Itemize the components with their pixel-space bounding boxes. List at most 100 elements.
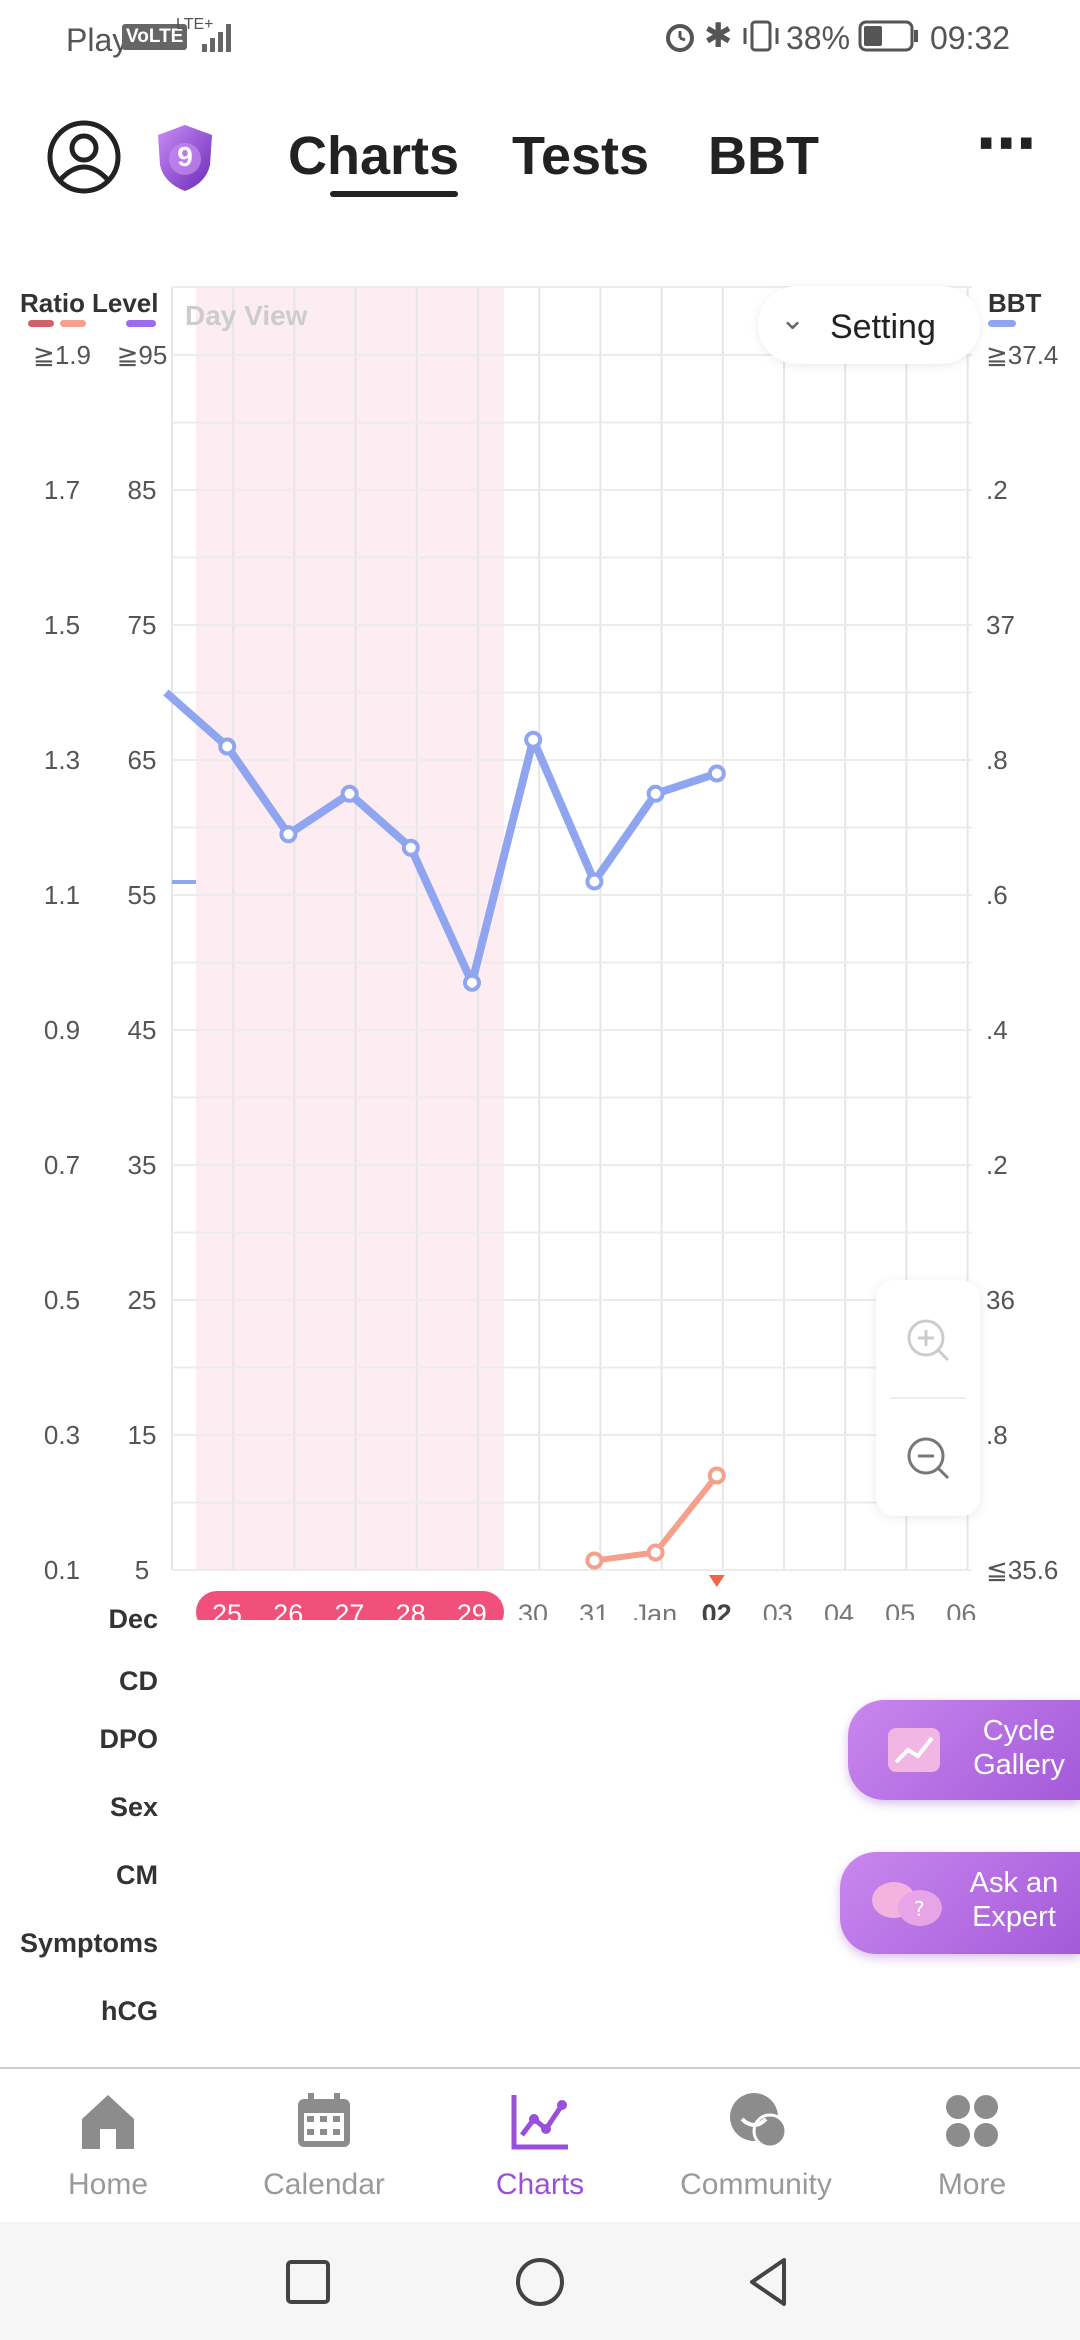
date-label: 31 — [579, 1599, 609, 1620]
period-dates-pill — [196, 1591, 504, 1620]
back-icon[interactable] — [744, 2256, 794, 2308]
chart-area: Ratio Level BBT ≧1.9 1.7 1.5 1.3 1.1 0.9 0.7 0.… — [0, 270, 1080, 1620]
cycle-gallery-button[interactable]: Cycle Gallery — [848, 1700, 1080, 1800]
ratio-tick-label: 1.3 — [44, 745, 80, 775]
bbt-point — [401, 838, 420, 857]
alarm-icon — [666, 24, 694, 52]
level-tick-label: ≧95 — [117, 340, 168, 370]
more-options-button[interactable]: ⋯ — [976, 110, 1036, 177]
bbt-tick-label: .8 — [986, 1420, 1008, 1450]
bbt-tick-label: ≦35.6 — [986, 1555, 1058, 1585]
date-label: 27 — [334, 1599, 364, 1620]
date-label: 05 — [885, 1599, 915, 1620]
badge-number: 9 — [177, 141, 193, 172]
level-badge[interactable]: 9 — [154, 123, 216, 193]
bbt-point — [707, 764, 726, 783]
bluetooth-icon: ✱ — [704, 17, 733, 55]
recents-icon[interactable] — [284, 2258, 332, 2306]
dpo-label: DPO — [99, 1724, 158, 1754]
date-label: 02 — [702, 1599, 732, 1620]
profile-icon[interactable] — [46, 119, 122, 195]
nav-home[interactable]: Home — [0, 2089, 216, 2202]
tab-tests[interactable]: Tests — [512, 126, 650, 186]
legend-bbt-swatch — [988, 320, 1016, 327]
zoom-in-icon[interactable] — [904, 1316, 952, 1364]
nav-more[interactable]: More — [864, 2089, 1080, 2202]
ratio-tick-label: 1.5 — [44, 610, 80, 640]
ratio-tick-label: 0.3 — [44, 1420, 80, 1450]
ask-expert-label: Ask an Expert — [969, 1867, 1059, 1933]
symptoms-label: Symptoms — [19, 1928, 158, 1958]
level-tick-label: 85 — [128, 475, 157, 505]
nav-calendar-label: Calendar — [263, 2168, 385, 2201]
bbt-tick-label: .6 — [986, 880, 1008, 910]
more-grid-icon — [946, 2095, 998, 2147]
ratio-tick-label: 1.7 — [44, 475, 80, 505]
today-marker — [708, 1575, 725, 1587]
status-bar: Play VoLTE LTE+ ✱ 38% 09:32 — [0, 0, 1080, 80]
legend-level-accent — [126, 320, 156, 327]
date-label: 25 — [212, 1599, 242, 1620]
legend-level-swatch — [60, 320, 86, 327]
community-icon — [730, 2093, 788, 2149]
date-label: 28 — [396, 1599, 426, 1620]
signal-icon — [202, 24, 231, 52]
legend-ratio-swatch — [28, 320, 54, 327]
home-icon — [82, 2095, 134, 2149]
calendar-icon — [298, 2093, 350, 2147]
home-circle-icon[interactable] — [514, 2256, 566, 2308]
nav-community-label: Community — [680, 2168, 832, 2201]
level-tick-label: 45 — [128, 1015, 157, 1045]
top-app-bar: 9 Charts Tests BBT ⋯ — [0, 95, 1080, 225]
nav-home-label: Home — [67, 2168, 149, 2201]
system-navigation-bar — [0, 2222, 1080, 2340]
date-label: 06 — [946, 1599, 976, 1620]
cycle-chart[interactable]: ≧1.9 1.7 1.5 1.3 1.1 0.9 0.7 0.5 0.3 0.1 ≧95 85 75 65… — [0, 270, 1080, 1620]
ratio-tick-label: 0.7 — [44, 1150, 80, 1180]
sex-label: Sex — [109, 1792, 158, 1822]
bbt-point — [340, 784, 359, 803]
bbt-tick-label: 36 — [986, 1285, 1015, 1315]
date-label: 26 — [273, 1599, 303, 1620]
zoom-out-icon[interactable] — [904, 1434, 952, 1482]
ask-expert-button[interactable]: ? Ask an Expert — [840, 1852, 1080, 1954]
bbt-tick-label: .2 — [986, 475, 1008, 505]
nav-charts-label: Charts — [495, 2168, 585, 2201]
level-point — [707, 1466, 726, 1485]
carrier-label: Play — [66, 22, 129, 58]
date-label: 29 — [457, 1599, 487, 1620]
tab-charts[interactable]: Charts — [288, 126, 460, 186]
bbt-tick-label: 37 — [986, 610, 1015, 640]
setting-button[interactable]: ⌄ Setting — [758, 286, 980, 364]
date-label: 04 — [824, 1599, 854, 1620]
date-label: 03 — [763, 1599, 793, 1620]
period-background — [196, 287, 504, 1570]
legend-level: Level — [92, 288, 159, 318]
nav-community[interactable]: Community — [648, 2089, 864, 2202]
nav-charts[interactable]: Charts — [432, 2089, 648, 2202]
ratio-tick-label: 0.9 — [44, 1015, 80, 1045]
bbt-point — [585, 872, 604, 891]
nav-more-label: More — [937, 2168, 1007, 2201]
hcg-label: hCG — [101, 1996, 158, 2026]
bottom-nav: Home Calendar Charts Community More — [0, 2067, 1080, 2222]
bbt-point — [463, 973, 481, 992]
date-label: Jan — [634, 1599, 678, 1620]
level-tick-label: 25 — [128, 1285, 157, 1315]
day-view-label: Day View — [185, 300, 308, 331]
bbt-point — [646, 784, 665, 803]
ratio-tick-label: ≧1.9 — [33, 340, 91, 370]
nav-calendar[interactable]: Calendar — [216, 2089, 432, 2202]
bbt-point — [524, 730, 543, 749]
tab-bbt[interactable]: BBT — [708, 126, 819, 186]
ratio-tick-label: 1.1 — [44, 880, 80, 910]
clock: 09:32 — [930, 20, 1011, 56]
chat-bubbles-icon: ? — [872, 1882, 942, 1926]
chart-icon — [511, 2095, 568, 2150]
legend-bbt: BBT — [988, 288, 1042, 318]
zoom-divider — [890, 1397, 966, 1399]
ratio-tick-label: 0.5 — [44, 1285, 80, 1315]
gallery-chart-icon — [888, 1728, 940, 1772]
bbt-tick-label: ≧37.4 — [986, 340, 1058, 370]
zoom-controls — [876, 1280, 980, 1516]
